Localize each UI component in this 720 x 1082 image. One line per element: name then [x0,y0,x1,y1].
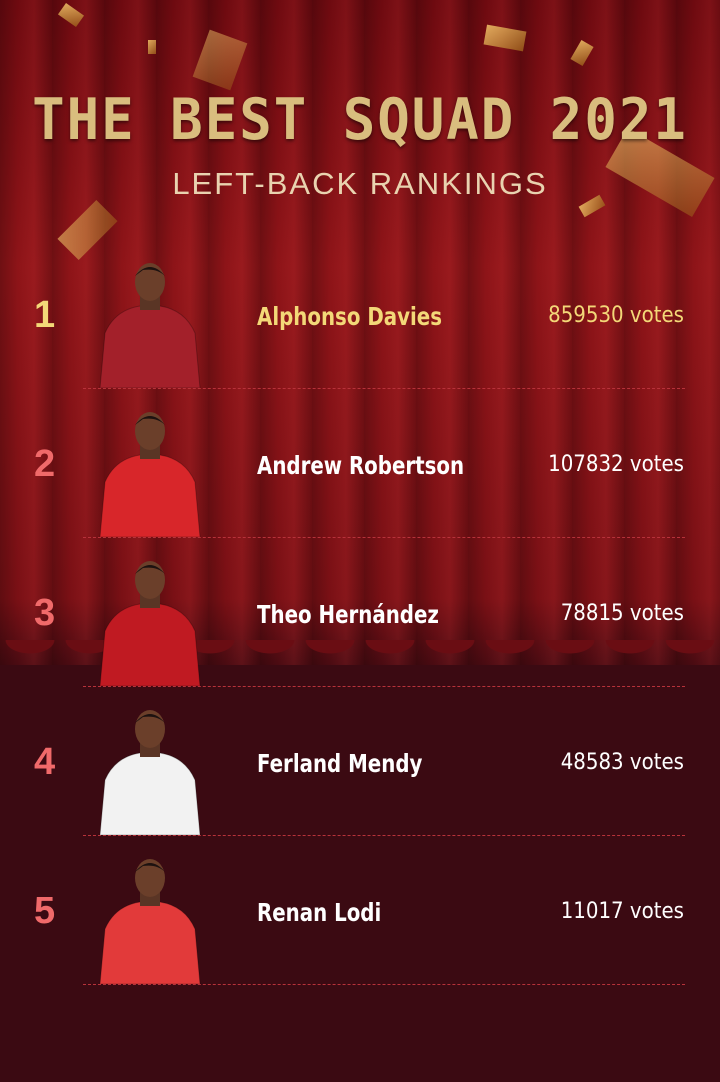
page-subtitle: LEFT-BACK RANKINGS [172,166,548,201]
row-divider [83,984,685,985]
vote-count: 11017 votes [560,899,684,924]
row-divider [83,686,685,687]
player-name: Alphonso Davies [257,302,443,331]
player-name: Andrew Robertson [257,451,465,480]
vote-count: 48583 votes [560,750,684,775]
ranking-row: 3 Theo Hernández 78815 votes [0,548,720,696]
player-name: Theo Hernández [257,600,439,629]
rank-number: 5 [34,890,56,932]
player-photo [99,561,201,686]
ranking-row: 5 Renan Lodi 11017 votes [0,846,720,994]
player-photo [99,412,201,537]
rank-number: 2 [34,443,56,485]
confetti [148,40,156,54]
ranking-row: 2 Andrew Robertson 107832 votes [0,399,720,547]
row-divider [83,537,685,538]
vote-count: 107832 votes [548,452,684,477]
row-divider [83,388,685,389]
vote-count: 78815 votes [560,601,684,626]
rank-number: 4 [34,741,56,783]
player-photo [99,859,201,984]
page-title: THE BEST SQUAD 2021 [32,86,688,153]
player-name: Renan Lodi [257,898,382,927]
player-photo [99,263,201,388]
ranking-row: 4 Ferland Mendy 48583 votes [0,697,720,845]
row-divider [83,835,685,836]
ranking-row: 1 Alphonso Davies 859530 votes [0,250,720,398]
player-photo [99,710,201,835]
vote-count: 859530 votes [548,303,684,328]
rank-number: 1 [34,294,56,336]
player-name: Ferland Mendy [257,749,423,778]
rank-number: 3 [34,592,56,634]
